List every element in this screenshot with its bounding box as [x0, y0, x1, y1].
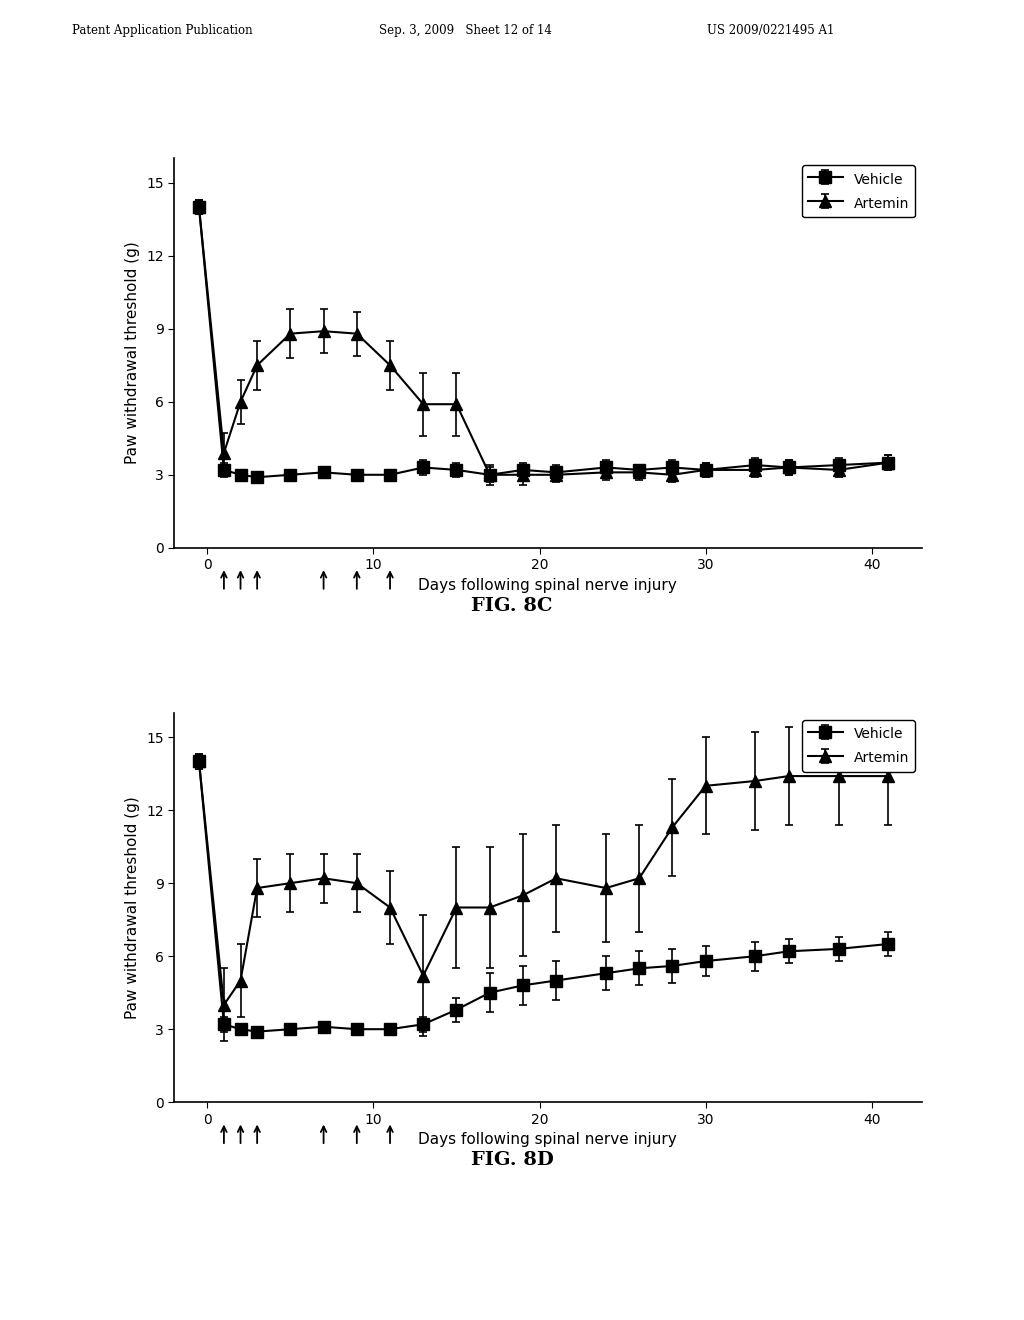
Text: FIG. 8D: FIG. 8D: [471, 1151, 553, 1170]
Y-axis label: Paw withdrawal threshold (g): Paw withdrawal threshold (g): [126, 796, 140, 1019]
X-axis label: Days following spinal nerve injury: Days following spinal nerve injury: [419, 1133, 677, 1147]
Text: Patent Application Publication: Patent Application Publication: [72, 24, 252, 37]
Legend: Vehicle, Artemin: Vehicle, Artemin: [803, 165, 914, 218]
Legend: Vehicle, Artemin: Vehicle, Artemin: [803, 719, 914, 772]
Text: FIG. 8C: FIG. 8C: [471, 597, 553, 615]
Y-axis label: Paw withdrawal threshold (g): Paw withdrawal threshold (g): [126, 242, 140, 465]
Text: US 2009/0221495 A1: US 2009/0221495 A1: [707, 24, 834, 37]
X-axis label: Days following spinal nerve injury: Days following spinal nerve injury: [419, 578, 677, 593]
Text: Sep. 3, 2009   Sheet 12 of 14: Sep. 3, 2009 Sheet 12 of 14: [379, 24, 552, 37]
